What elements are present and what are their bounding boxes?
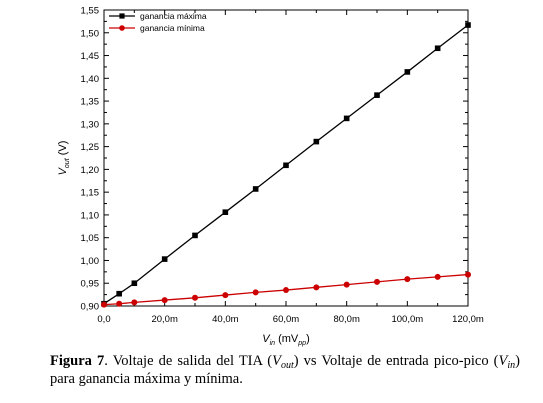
data-point-max	[161, 256, 168, 262]
data-point-min	[343, 281, 350, 288]
data-point-min	[131, 299, 138, 306]
data-point-min	[101, 301, 107, 308]
caption-text-1: . Voltaje de salida del TIA (	[104, 353, 273, 369]
data-point-max	[465, 22, 471, 28]
y-tick-label: 1,15	[81, 188, 100, 199]
figure-caption: Figura 7. Voltaje de salida del TIA (Vou…	[50, 352, 520, 388]
y-tick-label: 1,20	[81, 165, 100, 176]
x-tick-label: 0,0	[97, 314, 110, 325]
y-tick-label: 1,45	[81, 51, 100, 62]
legend-label-1: ganancia máxima	[140, 11, 207, 21]
caption-text-2: ) vs Voltaje de entrada pico-pico (	[293, 353, 499, 369]
x-tick-label: 100,0m	[391, 314, 423, 325]
x-tick-label: 80,0m	[333, 314, 359, 325]
y-tick-label: 1,35	[81, 97, 100, 108]
y-tick-label: 1,05	[81, 233, 100, 244]
y-tick-label: 1,50	[81, 28, 100, 39]
data-point-max	[343, 115, 350, 122]
y-tick-label: 1,00	[81, 256, 100, 267]
caption-text-3: ) para ganancia máxima y mínima.	[50, 353, 520, 387]
plot-frame	[103, 9, 469, 307]
line-chart: 0,90 0,95 1,00 1,05 1,10 1,15 1,20 1,25 1,30 1,35…	[57, 6, 484, 348]
y-axis-title: Vout (V)	[57, 141, 71, 176]
data-point-max	[434, 45, 441, 52]
data-point-max	[404, 69, 411, 75]
x-axis-title: Vin (mVpp)	[262, 333, 310, 347]
data-point-max	[222, 209, 229, 215]
data-point-min	[434, 273, 441, 280]
y-tick-label: 0,90	[81, 302, 100, 313]
data-point-max	[313, 138, 320, 145]
data-point-min	[313, 284, 320, 291]
data-point-min	[252, 289, 259, 296]
legend-label-2: ganancia mínima	[140, 23, 205, 33]
data-point-min	[192, 294, 198, 301]
data-point-max	[283, 162, 289, 169]
data-point-max	[252, 186, 259, 192]
data-point-max	[116, 290, 122, 297]
caption-label: Figura 7	[50, 353, 105, 369]
y-tick-label: 1,55	[81, 6, 100, 17]
data-point-max	[192, 232, 198, 239]
caption-vout: Vout	[272, 353, 294, 371]
data-point-min	[283, 287, 289, 294]
caption-vin: Vin	[498, 353, 516, 371]
series-line-1	[103, 24, 469, 305]
x-tick-label: 40,0m	[212, 314, 238, 325]
data-point-max	[374, 92, 380, 98]
y-tick-label: 1,10	[81, 210, 100, 221]
x-tick-label: 60,0m	[273, 314, 299, 325]
y-tick-label: 1,25	[81, 142, 100, 153]
y-tick-label: 1,40	[81, 74, 100, 85]
data-point-min	[465, 271, 471, 278]
data-point-max	[131, 280, 138, 287]
legend-marker-square	[119, 13, 125, 19]
y-tick-label: 1,30	[81, 119, 100, 130]
y-tick-label: 0,95	[81, 279, 100, 290]
data-point-min	[161, 297, 168, 304]
data-point-min	[116, 300, 123, 307]
series-line-2	[103, 273, 469, 306]
x-tick-label: 20,0m	[151, 314, 177, 325]
legend-marker-circle	[119, 25, 125, 31]
x-tick-label: 120,0m	[452, 314, 484, 325]
data-point-min	[222, 292, 229, 299]
data-point-min	[404, 276, 411, 283]
data-point-min	[374, 278, 380, 285]
